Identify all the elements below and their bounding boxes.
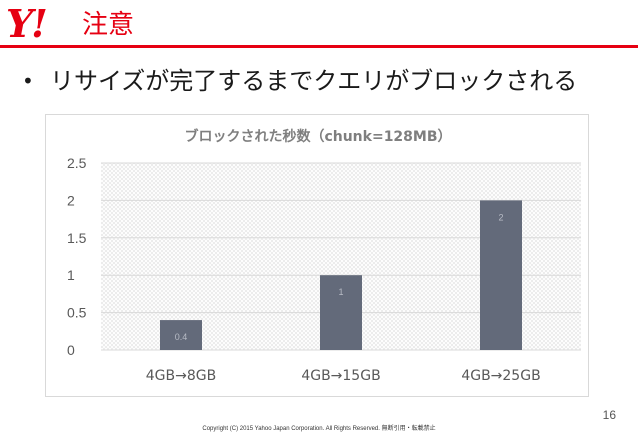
x-tick-label: 4GB→15GB <box>301 368 380 384</box>
y-tick-label: 2 <box>67 192 75 208</box>
bar <box>480 200 522 350</box>
bullet-text: リサイズが完了するまでクエリがブロックされる <box>50 67 578 95</box>
data-labels: 0.4 1 2 <box>175 212 504 342</box>
bullet-item: • リサイズが完了するまでクエリがブロックされる <box>22 66 577 96</box>
bar <box>320 275 362 350</box>
chart-container: ブロックされた秒数（chunk=128MB） 0 0.5 1 1.5 2 2.5 0.4 1… <box>45 114 589 397</box>
bar-data-label: 2 <box>498 212 503 222</box>
bar-data-label: 1 <box>338 287 343 297</box>
x-tick-label: 4GB→8GB <box>146 368 216 384</box>
x-axis-ticks: 4GB→8GB 4GB→15GB 4GB→25GB <box>146 368 541 384</box>
y-axis-ticks: 0 0.5 1 1.5 2 2.5 <box>67 155 87 358</box>
bar-data-label: 0.4 <box>175 332 188 342</box>
y-tick-label: 0 <box>67 342 75 358</box>
x-tick-label: 4GB→25GB <box>461 368 540 384</box>
copyright-notice: Copyright (C) 2015 Yahoo Japan Corporati… <box>202 426 436 432</box>
y-tick-label: 1.5 <box>67 230 87 246</box>
chart-title: ブロックされた秒数（chunk=128MB） <box>184 128 451 145</box>
bar-chart: ブロックされた秒数（chunk=128MB） 0 0.5 1 1.5 2 2.5 0.4 1… <box>67 128 581 384</box>
bar <box>160 320 202 350</box>
page-title: 注意 <box>82 10 135 40</box>
yahoo-logo: Y! <box>6 1 48 46</box>
y-tick-label: 1 <box>67 267 75 283</box>
bars <box>160 200 522 350</box>
title-divider <box>0 45 638 48</box>
y-tick-label: 2.5 <box>67 155 87 171</box>
y-tick-label: 0.5 <box>67 305 87 321</box>
page-number: 16 <box>602 408 616 422</box>
bullet-symbol: • <box>22 69 34 93</box>
